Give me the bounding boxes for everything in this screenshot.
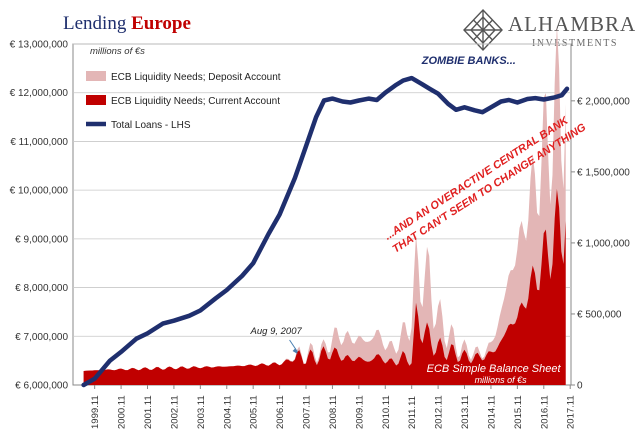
title-part-2: Europe	[131, 13, 191, 34]
x-tick-label: 2013.11	[460, 395, 471, 429]
x-tick-label: 2010.11	[381, 395, 392, 429]
legend-swatch	[86, 95, 106, 105]
total-loans-line	[81, 75, 570, 388]
y-left-tick-label: € 10,000,000	[10, 186, 69, 197]
title-part-1: Lending	[63, 13, 132, 34]
legend-label: ECB Liquidity Needs; Deposit Account	[111, 72, 281, 83]
x-tick-label: 2003.11	[196, 395, 207, 429]
y-left-tick-label: € 11,000,000	[10, 137, 68, 148]
y-right-tick-label: € 1,000,000	[577, 238, 630, 249]
x-tick-label: 2000.11	[117, 395, 128, 429]
y-right-tick-label: € 1,500,000	[577, 167, 630, 178]
x-tick-label: 2017.11	[566, 395, 577, 429]
legend-label: ECB Liquidity Needs; Current Account	[111, 96, 280, 107]
y-left-tick-label: € 8,000,000	[15, 283, 68, 294]
x-tick-label: 2005.11	[249, 395, 260, 429]
x-tick-label: 2009.11	[354, 395, 365, 429]
y-right-tick-label: 0	[577, 381, 583, 392]
x-tick-label: 2002.11	[169, 395, 180, 429]
legend-label: Total Loans - LHS	[111, 120, 191, 131]
current-account-area	[83, 188, 566, 385]
x-tick-label: 2012.11	[434, 395, 445, 429]
x-tick-label: 2001.11	[143, 395, 154, 429]
x-tick-label: 2015.11	[513, 395, 524, 429]
logo-name: ALHAMBRA	[508, 12, 637, 36]
x-tick-label: 2004.11	[222, 395, 233, 429]
y-left-tick-label: € 12,000,000	[10, 88, 69, 99]
legend-swatch	[86, 71, 106, 81]
annotation-aug-2007: Aug 9, 2007	[250, 326, 303, 337]
annotation-arrowhead	[292, 348, 298, 354]
chart-title: Lending Europe	[63, 13, 191, 35]
y-left-tick-label: € 13,000,000	[10, 40, 69, 51]
y-left-tick-label: € 9,000,000	[15, 234, 68, 245]
units-label-bottom: millions of €s	[475, 375, 528, 385]
y-left-tick-label: € 6,000,000	[15, 381, 68, 392]
x-tick-label: 2016.11	[539, 395, 550, 429]
x-tick-label: 2014.11	[487, 395, 498, 429]
annotation-zombie-banks: ZOMBIE BANKS...	[421, 55, 516, 67]
logo-diamond-icon	[463, 8, 503, 52]
y-right-tick-label: € 2,000,000	[577, 96, 630, 107]
y-right-tick-label: € 500,000	[577, 309, 622, 320]
x-tick-label: 2011.11	[407, 396, 418, 429]
x-tick-label: 1999.11	[90, 395, 101, 429]
units-label: millions of €s	[90, 46, 145, 57]
annotation-ecb-balance-sheet: ECB Simple Balance Sheet	[427, 363, 562, 375]
alhambra-logo: ALHAMBRA INVESTMENTS	[462, 8, 637, 56]
y-left-tick-label: € 7,000,000	[15, 332, 68, 343]
logo-sub: INVESTMENTS	[532, 38, 618, 49]
x-tick-label: 2008.11	[328, 395, 339, 429]
x-tick-label: 2006.11	[275, 395, 286, 429]
x-tick-label: 2007.11	[302, 395, 313, 429]
